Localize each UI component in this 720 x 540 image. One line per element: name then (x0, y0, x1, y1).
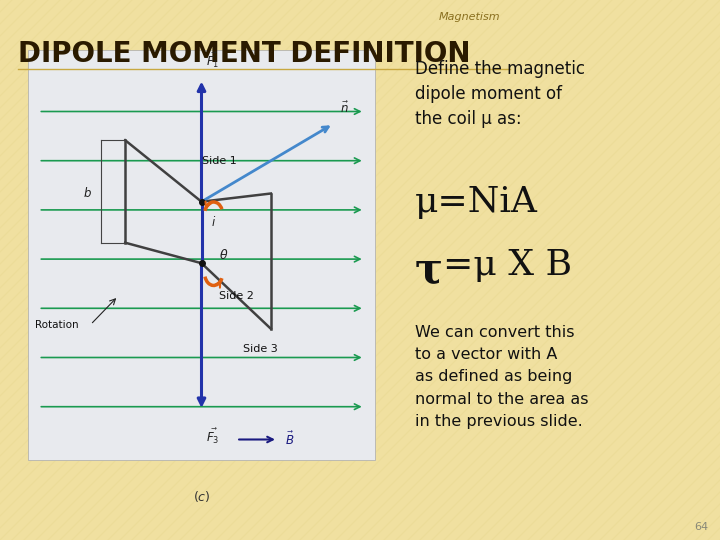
Text: We can convert this
to a vector with A
as defined as being
normal to the area as: We can convert this to a vector with A a… (415, 325, 588, 429)
Text: $\vec{n}$: $\vec{n}$ (341, 100, 349, 116)
Text: 64: 64 (694, 522, 708, 532)
Text: i: i (212, 215, 215, 229)
Text: τ: τ (415, 250, 443, 292)
Text: Rotation: Rotation (35, 320, 78, 330)
Text: Define the magnetic
dipole moment of
the coil μ as:: Define the magnetic dipole moment of the… (415, 60, 585, 128)
Text: =μ X B: =μ X B (443, 248, 572, 282)
Text: Side 3: Side 3 (243, 345, 278, 354)
Text: b: b (84, 187, 91, 200)
Text: Magnetism: Magnetism (439, 12, 501, 22)
Text: $\theta$: $\theta$ (219, 248, 228, 262)
Text: Side 2: Side 2 (219, 291, 253, 301)
Text: $\vec{F_1}$: $\vec{F_1}$ (205, 51, 219, 71)
Text: Side 1: Side 1 (202, 156, 236, 166)
Text: $\vec{F_3}$: $\vec{F_3}$ (205, 427, 219, 446)
Text: $(c)$: $(c)$ (193, 489, 210, 504)
FancyBboxPatch shape (28, 50, 375, 460)
Text: μ=NiA: μ=NiA (415, 185, 538, 219)
Text: DIPOLE MOMENT DEFINITION: DIPOLE MOMENT DEFINITION (18, 40, 470, 68)
Text: $\vec{B}$: $\vec{B}$ (285, 431, 294, 448)
